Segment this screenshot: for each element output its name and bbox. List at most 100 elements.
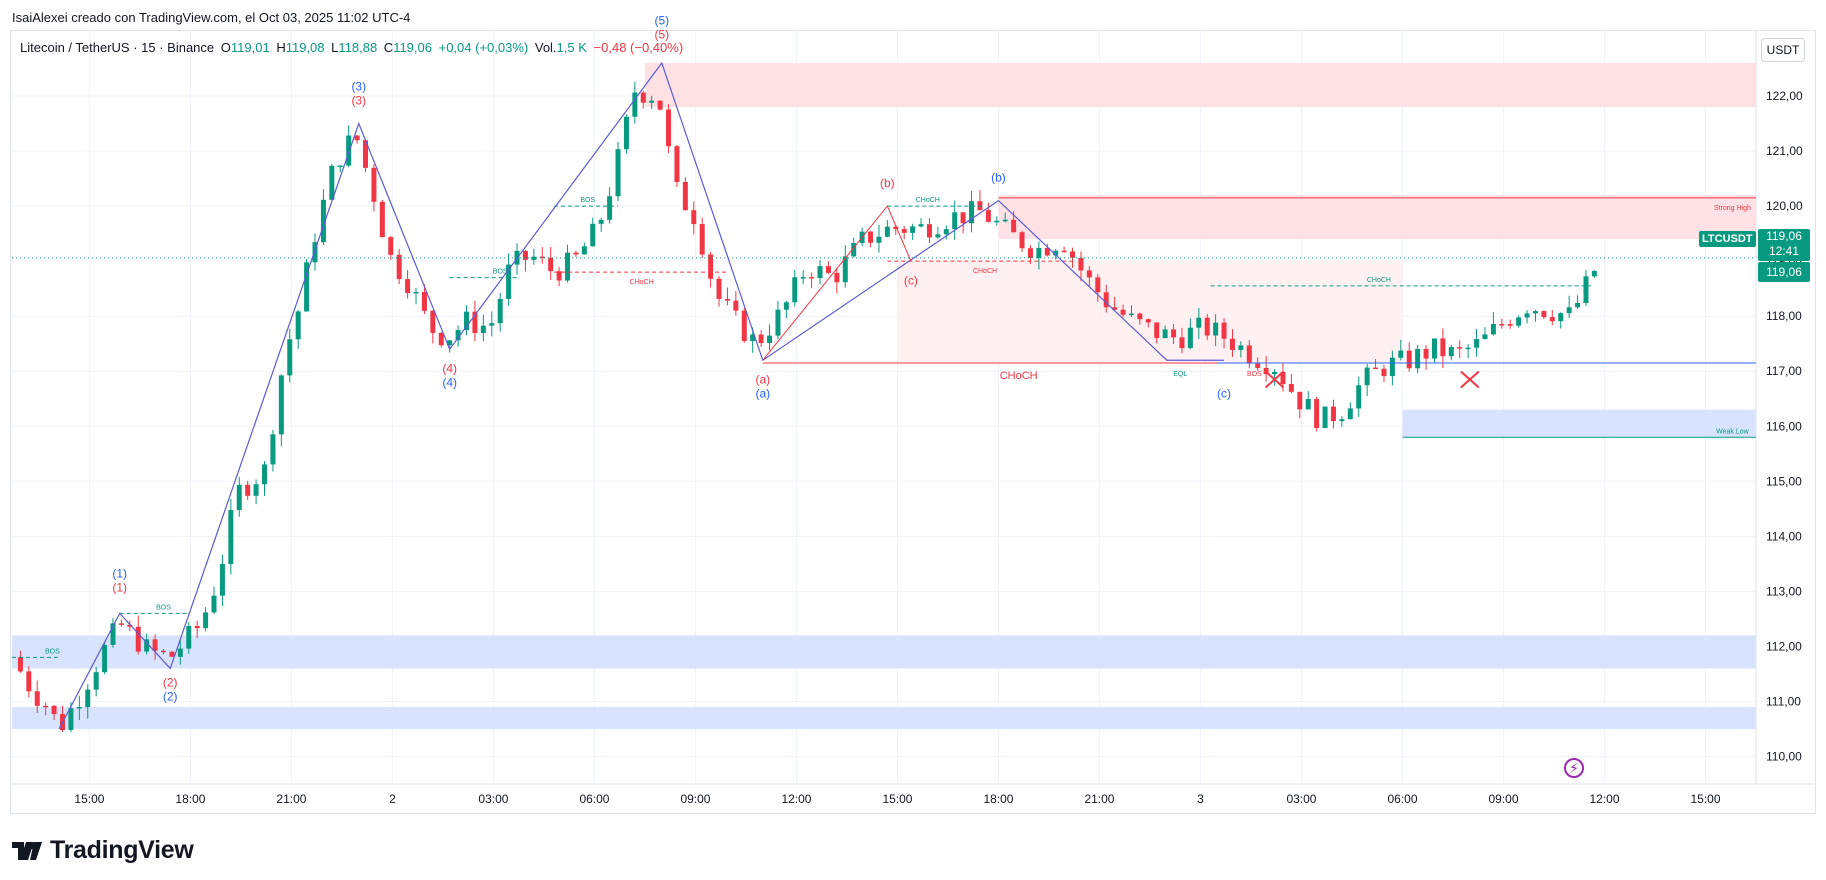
x-tick-label: 15:00 [882,792,912,806]
candle-up [320,199,326,243]
y-tick-label: 115,00 [1766,474,1802,488]
candle-down [1330,406,1336,422]
structure-label: Weak Low [1716,428,1749,435]
candle-up [1431,338,1437,359]
candle-up [219,564,225,596]
candle-up [455,330,461,341]
candle-up [68,708,74,731]
candle-down [421,291,427,311]
candle-down [1137,313,1143,320]
candle-down [926,224,932,238]
candle-up [767,335,773,344]
legend-low-label: L [331,40,339,55]
candle-up [1364,367,1370,386]
candle-down [161,650,167,653]
wave-label: (b) [880,176,895,190]
legend-symbol[interactable]: Litecoin / TetherUS · 15 · Binance [20,40,215,55]
candle-down [716,278,722,299]
x-tick-label: 21:00 [276,792,306,806]
candle-down [733,300,739,311]
candle-down [901,229,907,233]
legend-high-label: H [276,40,286,55]
x-tick-label: 15:00 [74,792,104,806]
candle-down [1095,277,1101,293]
zone-supply [998,195,1756,240]
candle-down [1086,270,1092,278]
candle-down [1061,250,1067,253]
candle-down [1457,347,1463,349]
candle-down [682,181,688,211]
candle-down [1423,348,1429,359]
x-marker [1264,370,1285,389]
candle-down [430,310,436,333]
price-line-tag: 119,06 [1758,262,1810,282]
candle-up [1524,313,1530,318]
wave-label: (3) [351,80,366,94]
candle-down [657,100,663,110]
candle-down [1288,383,1294,392]
candle-down [868,231,874,243]
candle-down [34,691,40,706]
x-tick-label: 2 [389,792,396,806]
wave-label: (5) [654,28,669,42]
candle-up [876,236,882,243]
candle-up [203,612,209,629]
candle-down [43,705,49,708]
candle-up [598,219,604,224]
candle-up [1575,302,1581,308]
candle-up [1465,347,1471,350]
candle-up [565,252,571,281]
candle-up [1002,219,1008,222]
legend-volume-label: Vol. [534,40,557,55]
small-marker-label: EQL [1173,371,1187,378]
currency-button[interactable]: USDT [1761,38,1805,62]
candle-down [1406,350,1412,369]
y-tick-label: 110,00 [1766,749,1802,763]
candle-down [127,624,133,627]
candle-down [169,651,175,657]
tradingview-logo-icon [12,841,42,860]
candle-down [1440,338,1446,357]
candle-up [329,165,335,200]
candle-up [186,625,192,649]
candle-up [851,242,857,257]
structure-label: BOS [156,604,171,611]
candle-down [834,272,840,283]
candle-up [1566,307,1572,314]
legend-close-label: C [383,40,394,55]
y-tick-label: 118,00 [1766,309,1802,323]
candle-down [1499,324,1505,326]
candle-up [262,464,268,485]
wave-line-red [762,205,912,361]
zone-demand [12,706,1756,729]
candle-down [893,226,899,230]
candle-down [548,257,554,272]
structure-label: Strong High [1714,205,1751,212]
y-tick-label: 122,00 [1766,89,1803,103]
candle-up [607,196,613,220]
candle-up [413,291,419,294]
tradingview-logo[interactable]: TradingView [12,836,194,865]
candle-up [1482,334,1488,340]
candle-down [472,311,478,334]
candle-up [270,434,276,465]
x-tick-label: 18:00 [983,792,1013,806]
structure-label: CHoCH [1367,277,1391,284]
structure-label: CHoCH [973,268,997,275]
candle-down [152,639,158,651]
candle-down [1297,391,1303,410]
candle-up [1474,339,1480,348]
zone-supply [644,63,1756,108]
x-tick-label: 12:00 [781,792,811,806]
candle-down [691,210,697,225]
y-tick-label: 121,00 [1766,144,1803,158]
candle-up [497,299,503,324]
candle-up [1162,329,1168,339]
candle-down [640,92,646,103]
candle-up [1532,311,1538,314]
flash-icon[interactable]: ⚡ [1564,758,1584,778]
candle-down [1044,247,1050,256]
y-tick-label: 117,00 [1766,364,1802,378]
candle-up [76,707,82,709]
